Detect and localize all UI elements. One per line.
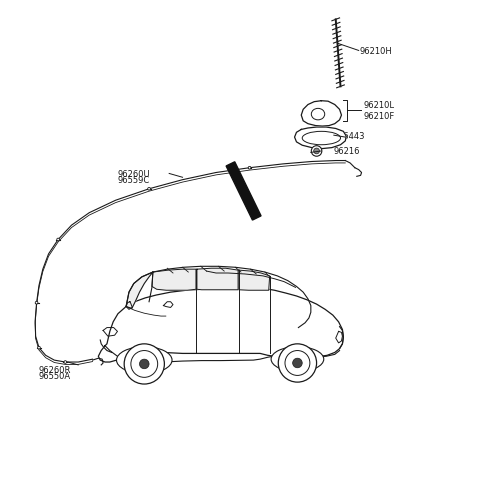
Polygon shape (295, 128, 346, 149)
Polygon shape (197, 269, 238, 290)
Circle shape (148, 188, 150, 191)
Polygon shape (226, 162, 261, 221)
Circle shape (64, 361, 67, 364)
Polygon shape (126, 273, 153, 309)
Circle shape (248, 167, 251, 170)
Text: 96260R: 96260R (38, 365, 71, 374)
Circle shape (278, 344, 317, 383)
Ellipse shape (117, 347, 172, 374)
Polygon shape (98, 288, 343, 362)
Circle shape (312, 146, 322, 157)
Circle shape (124, 344, 164, 384)
Text: 96216: 96216 (334, 147, 360, 156)
Text: 96443: 96443 (338, 132, 365, 140)
Circle shape (140, 360, 149, 369)
Circle shape (37, 347, 40, 349)
Text: 96260U: 96260U (118, 169, 150, 179)
Circle shape (293, 359, 302, 368)
Circle shape (131, 351, 157, 378)
Polygon shape (301, 101, 341, 127)
Text: 96559C: 96559C (118, 176, 150, 185)
Text: 96210H: 96210H (360, 47, 393, 56)
Circle shape (285, 351, 310, 376)
Text: 96550A: 96550A (38, 372, 70, 381)
Circle shape (35, 302, 38, 304)
Circle shape (57, 239, 60, 241)
Polygon shape (239, 271, 270, 290)
Text: 96210F: 96210F (363, 111, 394, 120)
Ellipse shape (312, 109, 324, 120)
Polygon shape (152, 270, 196, 290)
Ellipse shape (302, 132, 340, 145)
Ellipse shape (271, 347, 324, 372)
Circle shape (314, 149, 320, 155)
Text: 96210L: 96210L (363, 101, 394, 110)
